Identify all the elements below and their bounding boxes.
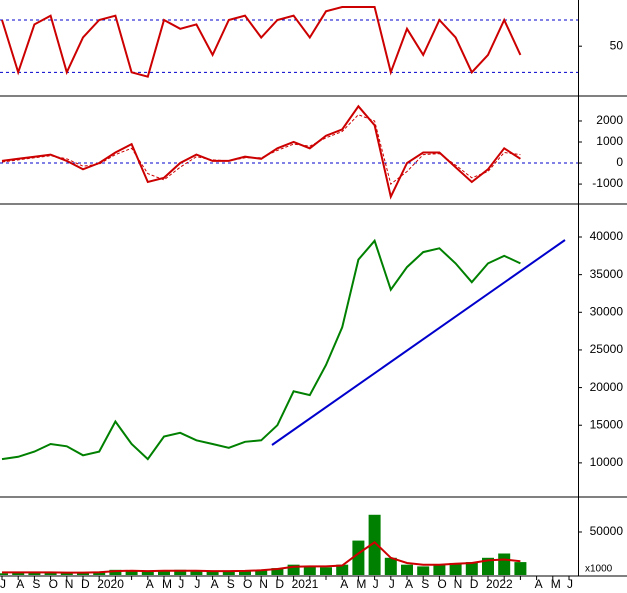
y-tick-label: 0 [616, 155, 623, 169]
y-tick-label: 25000 [590, 342, 624, 356]
bar [465, 562, 478, 575]
x-tick-label: J [0, 577, 6, 591]
x-tick-label: D [81, 577, 90, 591]
x-tick-label: J [178, 577, 184, 591]
bar [368, 514, 381, 575]
bar [514, 562, 527, 575]
x-tick-label: O [49, 577, 58, 591]
x-tick-label: O [437, 577, 446, 591]
x-tick-label: 2020 [97, 577, 124, 591]
bar [336, 564, 349, 575]
bar [271, 568, 284, 575]
x-tick-label: 2022 [486, 577, 513, 591]
trend-line [271, 239, 566, 446]
x-tick-label: 2021 [292, 577, 319, 591]
bar [60, 573, 73, 575]
bar [384, 557, 397, 575]
bar [255, 569, 268, 575]
x-tick-label: S [421, 577, 429, 591]
series-line [2, 541, 521, 574]
x-tick-label: S [32, 577, 40, 591]
y-tick-label: 50 [610, 38, 624, 52]
y-tick-label: 10000 [590, 455, 624, 469]
x-tick-label: N [454, 577, 463, 591]
bar [222, 571, 235, 575]
x-tick-label: D [275, 577, 284, 591]
x-tick-label: J [373, 577, 379, 591]
bar [287, 564, 300, 575]
bar [239, 570, 251, 575]
bar [190, 570, 203, 575]
y-tick-label: 15000 [590, 417, 624, 431]
y-tick-label: 20000 [590, 380, 624, 394]
x-tick-label: S [227, 577, 235, 591]
x-tick-label: J [567, 577, 573, 591]
y-tick-label: -1000 [592, 176, 623, 190]
x-tick-label: M [162, 577, 172, 591]
bar [449, 562, 462, 575]
y-tick-label: 35000 [590, 267, 624, 281]
x-tick-label: M [551, 577, 561, 591]
bar [433, 564, 446, 575]
bar [498, 553, 511, 575]
bar [141, 571, 154, 575]
x-tick-label: N [65, 577, 74, 591]
y-tick-label: 30000 [590, 304, 624, 318]
y-tick-label: 40000 [590, 229, 624, 243]
bar [125, 570, 138, 575]
y-tick-label: 2000 [596, 113, 623, 127]
bar [93, 571, 106, 575]
bar [206, 571, 219, 575]
bar [28, 572, 41, 575]
x-tick-label: D [470, 577, 479, 591]
bar [303, 566, 316, 575]
x-tick-label: A [211, 577, 219, 591]
series-line [1, 238, 521, 461]
y-tick-label: 50000 [590, 524, 624, 538]
bar [77, 572, 89, 575]
bar [352, 540, 365, 575]
x-tick-label: O [243, 577, 252, 591]
bar [174, 569, 187, 575]
series-line [1, 104, 521, 200]
unit-label: x1000 [585, 564, 613, 575]
x-tick-label: A [146, 577, 154, 591]
x-tick-label: A [535, 577, 543, 591]
bar [12, 572, 25, 575]
bar [417, 566, 430, 575]
bar [44, 572, 57, 575]
x-tick-label: A [16, 577, 24, 591]
bar [401, 564, 413, 575]
bar [482, 557, 494, 575]
series-line [1, 6, 522, 78]
x-tick-label: J [389, 577, 395, 591]
x-tick-label: A [340, 577, 348, 591]
bar [320, 567, 332, 575]
bar [0, 573, 8, 575]
bar [158, 570, 170, 575]
y-tick-label: 1000 [596, 134, 623, 148]
series-line [1, 114, 521, 185]
x-tick-label: A [405, 577, 413, 591]
x-tick-label: N [259, 577, 268, 591]
bar [109, 569, 122, 575]
x-tick-label: J [194, 577, 200, 591]
x-tick-label: M [356, 577, 366, 591]
